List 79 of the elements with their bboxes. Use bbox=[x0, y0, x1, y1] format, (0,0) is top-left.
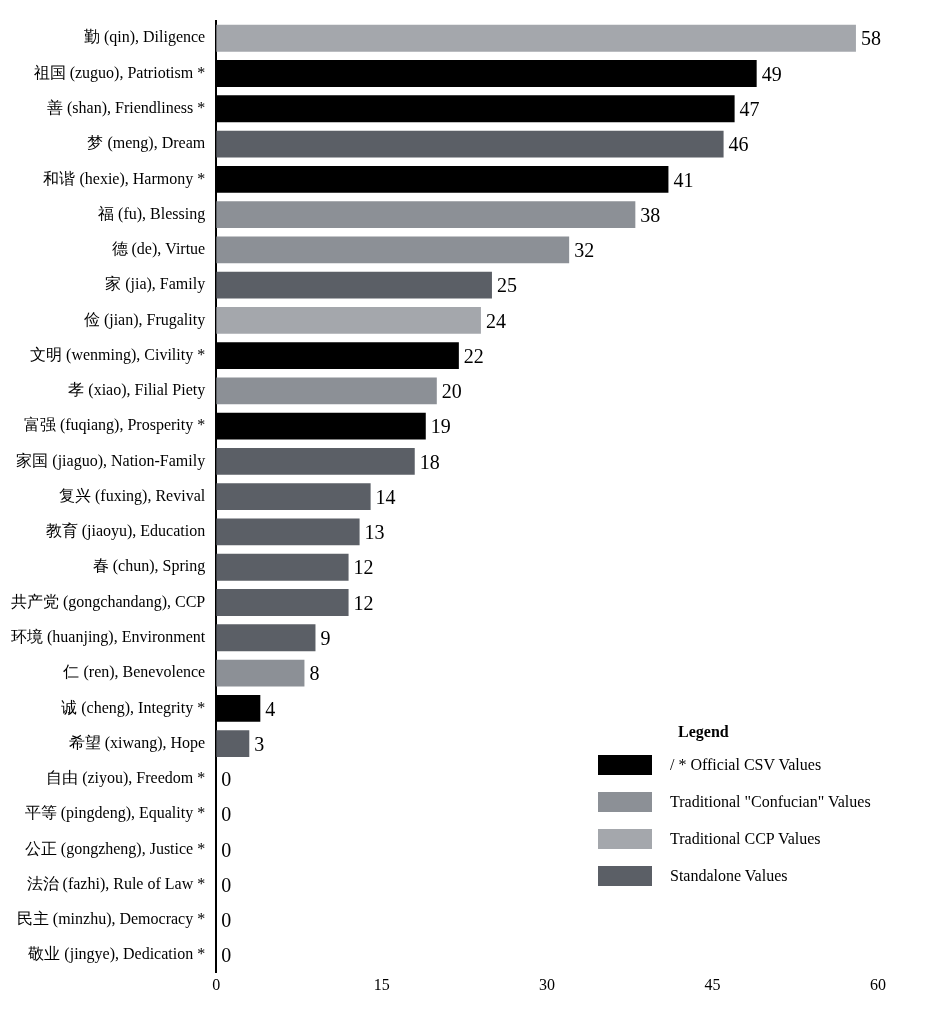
bar bbox=[216, 624, 316, 652]
bar bbox=[216, 236, 570, 264]
data-label: 32 bbox=[574, 239, 595, 262]
legend-label: / * Official CSV Values bbox=[670, 756, 822, 774]
data-label: 47 bbox=[739, 98, 760, 121]
bar bbox=[216, 306, 481, 334]
y-tick-label: 勤 (qin), Diligence bbox=[83, 28, 206, 47]
y-tick-label: 希望 (xiwang), Hope bbox=[68, 733, 206, 752]
y-tick-label: 孝 (xiao), Filial Piety bbox=[68, 381, 206, 400]
bar bbox=[216, 518, 360, 546]
bar bbox=[216, 659, 305, 687]
data-label: 0 bbox=[221, 873, 232, 896]
data-label: 8 bbox=[309, 662, 320, 685]
y-tick-label: 家 (jia), Family bbox=[105, 275, 206, 294]
y-tick-label: 自由 (ziyou), Freedom * bbox=[46, 769, 206, 788]
data-label: 12 bbox=[353, 556, 374, 579]
y-tick-label: 法治 (fazhi), Rule of Law * bbox=[26, 874, 206, 893]
bar bbox=[216, 377, 437, 405]
legend-label: Traditional "Confucian" Values bbox=[670, 793, 871, 811]
y-tick-label: 祖国 (zuguo), Patriotism * bbox=[33, 63, 206, 82]
data-label: 46 bbox=[728, 133, 749, 156]
y-tick-label: 德 (de), Virtue bbox=[111, 240, 206, 259]
x-tick-label: 0 bbox=[212, 975, 221, 993]
y-tick-label: 仁 (ren), Benevolence bbox=[62, 663, 206, 682]
data-label: 41 bbox=[673, 168, 694, 191]
data-label: 13 bbox=[364, 521, 385, 544]
bar bbox=[216, 24, 856, 52]
data-label: 12 bbox=[353, 591, 374, 614]
bar bbox=[216, 271, 492, 299]
bar bbox=[216, 448, 415, 475]
y-tick-label: 民主 (minzhu), Democracy * bbox=[16, 910, 206, 929]
y-tick-label: 家国 (jiaguo), Nation-Family bbox=[16, 451, 206, 470]
y-tick-label: 复兴 (fuxing), Revival bbox=[59, 486, 206, 505]
data-label: 0 bbox=[221, 838, 232, 861]
y-tick-label: 善 (shan), Friendliness * bbox=[47, 98, 206, 117]
data-label: 58 bbox=[860, 27, 881, 50]
legend-title: Legend bbox=[678, 723, 730, 741]
data-label: 49 bbox=[761, 62, 782, 85]
y-tick-label: 共产党 (gongchandang), CCP bbox=[11, 592, 206, 611]
bar bbox=[216, 553, 349, 581]
x-tick-label: 60 bbox=[870, 975, 886, 993]
data-label: 0 bbox=[221, 803, 232, 826]
bar bbox=[216, 201, 636, 228]
bar bbox=[216, 130, 724, 158]
x-tick-label: 45 bbox=[704, 975, 721, 993]
bar bbox=[216, 730, 250, 757]
data-label: 19 bbox=[430, 415, 451, 438]
y-tick-label: 环境 (huanjing), Environment bbox=[11, 627, 206, 646]
data-label: 9 bbox=[320, 627, 331, 650]
y-tick-label: 和谐 (hexie), Harmony * bbox=[43, 169, 206, 188]
data-label: 25 bbox=[496, 274, 517, 297]
legend-label: Standalone Values bbox=[670, 867, 788, 885]
y-tick-label: 梦 (meng), Dream bbox=[87, 134, 206, 153]
y-tick-label: 公正 (gongzheng), Justice * bbox=[24, 839, 206, 858]
y-tick-label: 文明 (wenming), Civility * bbox=[30, 345, 206, 364]
data-label: 0 bbox=[221, 944, 232, 967]
y-tick-label: 富强 (fuqiang), Prosperity * bbox=[23, 416, 206, 435]
data-label: 20 bbox=[441, 380, 462, 403]
y-tick-label: 俭 (jian), Frugality bbox=[83, 310, 206, 329]
data-label: 22 bbox=[463, 344, 484, 367]
y-tick-label: 平等 (pingdeng), Equality * bbox=[24, 804, 206, 823]
y-tick-label: 诚 (cheng), Integrity * bbox=[61, 698, 206, 717]
data-label: 3 bbox=[254, 732, 265, 755]
data-label: 0 bbox=[221, 909, 232, 932]
x-tick-label: 30 bbox=[539, 975, 556, 993]
data-label: 24 bbox=[485, 309, 506, 332]
y-tick-label: 春 (chun), Spring bbox=[92, 557, 206, 576]
bar bbox=[216, 589, 349, 616]
y-tick-label: 福 (fu), Blessing bbox=[98, 204, 206, 223]
legend-label: Traditional CCP Values bbox=[670, 830, 821, 848]
y-tick-label: 教育 (jiaoyu), Education bbox=[45, 522, 206, 541]
data-label: 0 bbox=[221, 768, 232, 791]
y-tick-label: 敬业 (jingye), Dedication * bbox=[28, 945, 206, 964]
x-tick-label: 15 bbox=[373, 975, 390, 993]
data-label: 14 bbox=[375, 485, 396, 508]
bar bbox=[216, 483, 371, 511]
data-label: 38 bbox=[640, 203, 661, 226]
data-label: 18 bbox=[419, 450, 440, 473]
data-label: 4 bbox=[265, 697, 276, 720]
